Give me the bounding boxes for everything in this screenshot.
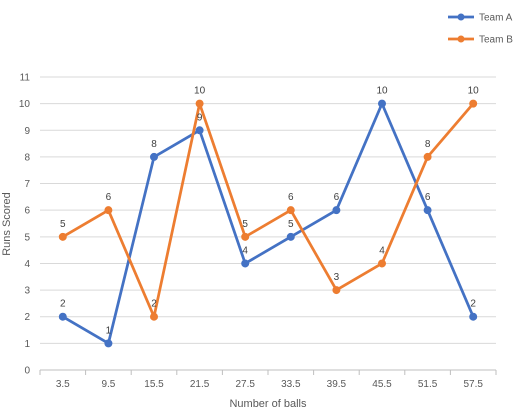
y-tick-label: 10 [19, 99, 31, 110]
y-tick-label: 11 [20, 73, 31, 84]
y-tick-label: 1 [24, 339, 30, 350]
legend-item: Team A [448, 13, 513, 24]
data-label: 4 [242, 245, 248, 256]
y-tick-label: 6 [24, 206, 30, 217]
y-tick-label: 7 [24, 179, 30, 190]
x-tick-label: 57.5 [463, 379, 483, 390]
data-point [104, 206, 113, 215]
data-label: 5 [242, 219, 248, 230]
data-label: 2 [60, 299, 66, 310]
data-point [469, 99, 478, 108]
y-axis-ticks: 0 1 2 3 4 5 6 7 8 9 10 11 [19, 73, 31, 377]
data-point [286, 206, 295, 215]
legend-label: Team B [479, 35, 513, 46]
data-label: 5 [288, 219, 294, 230]
data-point [332, 286, 341, 295]
legend-item: Team B [448, 35, 513, 46]
data-label: 9 [197, 112, 203, 123]
data-point [286, 232, 295, 241]
y-tick-label: 9 [24, 126, 30, 137]
x-tick-label: 33.5 [281, 379, 301, 390]
data-point [58, 312, 67, 321]
data-label: 3 [334, 272, 340, 283]
data-label: 10 [194, 86, 206, 97]
series-lines [58, 99, 478, 348]
series-team-a [58, 99, 478, 348]
data-label: 6 [425, 192, 431, 203]
x-tick-label: 27.5 [235, 379, 255, 390]
data-point [423, 206, 432, 215]
data-label: 8 [425, 139, 431, 150]
data-point [104, 339, 113, 348]
x-tick-label: 9.5 [101, 379, 115, 390]
series-line [62, 102, 475, 319]
legend-label: Team A [479, 13, 513, 24]
y-tick-label: 0 [24, 366, 30, 377]
y-tick-label: 5 [24, 232, 30, 243]
data-label: 4 [379, 245, 385, 256]
legend-swatch-marker [457, 13, 465, 21]
data-label: 8 [151, 139, 157, 150]
data-point [423, 152, 432, 161]
x-tick-label: 45.5 [372, 379, 392, 390]
data-point [378, 99, 386, 108]
x-axis-title: Number of balls [229, 398, 307, 410]
data-label: 6 [106, 192, 112, 203]
data-point [58, 232, 67, 241]
data-point [241, 259, 250, 268]
x-tick-label: 21.5 [190, 379, 210, 390]
y-axis-title: Runs Scored [1, 192, 13, 256]
data-label: 10 [468, 86, 480, 97]
data-label: 5 [60, 219, 66, 230]
data-label: 6 [288, 192, 294, 203]
y-tick-label: 4 [24, 259, 30, 270]
data-point [332, 206, 341, 215]
x-tick-label: 15.5 [144, 379, 164, 390]
x-tick-label: 3.5 [56, 379, 70, 390]
data-point [150, 152, 158, 161]
series-line [62, 102, 475, 345]
x-tick-label: 51.5 [418, 379, 438, 390]
data-label: 6 [334, 192, 340, 203]
y-tick-label: 8 [24, 152, 30, 163]
legend: Team A Team B [448, 13, 513, 46]
data-label: 1 [106, 325, 112, 336]
y-tick-label: 2 [24, 312, 30, 323]
x-tick-label: 39.5 [327, 379, 347, 390]
data-point [150, 312, 158, 321]
data-point [469, 312, 478, 321]
data-point [241, 232, 250, 241]
data-point [378, 259, 386, 268]
data-point [195, 126, 204, 135]
data-label: 10 [376, 86, 388, 97]
legend-swatch-marker [457, 35, 465, 43]
y-tick-label: 3 [24, 286, 30, 297]
data-point [195, 99, 204, 108]
data-label: 2 [470, 299, 476, 310]
x-axis-ticks: 3.5 9.5 15.5 21.5 27.5 33.5 39.5 45.5 51.5 57.5 [39, 370, 497, 390]
data-labels: 2 1 8 9 4 5 6 10 6 2 5 6 2 10 5 6 3 4 8 10 [60, 86, 479, 337]
data-label: 2 [151, 299, 157, 310]
series-team-b [58, 99, 478, 321]
